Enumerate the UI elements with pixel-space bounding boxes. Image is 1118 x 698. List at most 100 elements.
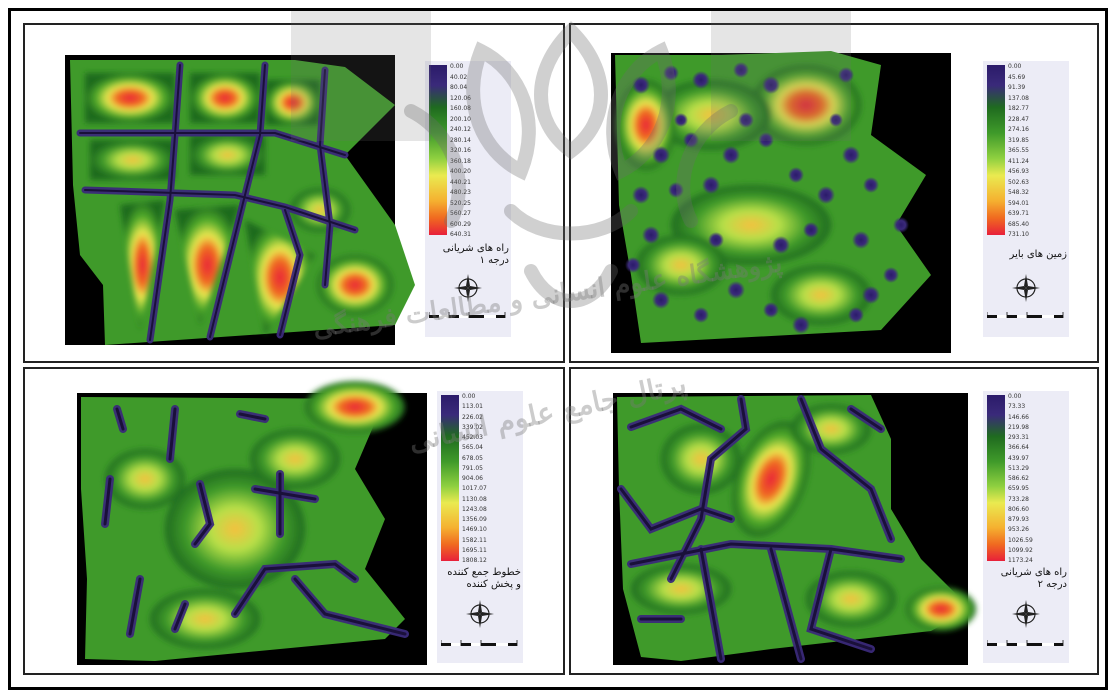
- legend-tick: 120.06: [450, 94, 471, 102]
- legend-tick: 226.02: [462, 413, 483, 421]
- compass-rose-icon: [1012, 600, 1040, 628]
- legend-tick: 678.05: [462, 454, 483, 462]
- legend-tick: 113.01: [462, 403, 483, 411]
- legend-tick: 411.24: [1008, 157, 1029, 165]
- legend-tick: 1808.12: [462, 557, 487, 564]
- legend-tick: 953.26: [1008, 526, 1029, 534]
- legend-tick: 1130.08: [462, 495, 487, 503]
- legend-title: زمین های بایر: [1009, 249, 1067, 260]
- compass-rose-icon: [466, 600, 494, 628]
- legend-tick: 293.31: [1008, 434, 1029, 441]
- legend-tick: 320.16: [450, 147, 471, 154]
- map-panel-collector-distributor: 0.00 113.01 226.02 339.02 452.03 565.04 …: [23, 367, 565, 675]
- legend-tick: 366.64: [1008, 444, 1029, 452]
- legend-tick: 40.02: [450, 73, 468, 81]
- legend-tick: 400.20: [450, 168, 471, 175]
- color-ramp: [987, 395, 1005, 561]
- map-legend: 0.00 40.02 80.04 120.06 160.08 200.10 24…: [425, 61, 511, 337]
- legend-tick: 80.04: [450, 84, 468, 91]
- legend-tick: 480.23: [450, 189, 471, 196]
- legend-tick: 513.29: [1008, 464, 1029, 472]
- map-panel-arterial-1: 0.00 40.02 80.04 120.06 160.08 200.10 24…: [23, 23, 565, 363]
- scale-bar: [987, 312, 1064, 318]
- legend-tick: 594.01: [1008, 199, 1029, 207]
- map-panel-vacant-land: 0.00 45.69 91.39 137.08 182.77 228.47 27…: [569, 23, 1099, 363]
- legend-tick: 600.29: [450, 220, 471, 228]
- legend-tick: 502.63: [1008, 178, 1029, 186]
- map-legend: 0.00 113.01 226.02 339.02 452.03 565.04 …: [437, 391, 523, 663]
- legend-tick: 733.28: [1008, 495, 1029, 503]
- legend-tick: 1017.07: [462, 485, 487, 493]
- legend-tick: 365.55: [1008, 147, 1029, 154]
- legend-tick: 791.05: [462, 464, 483, 472]
- legend-ticks: 0.00 113.01 226.02 339.02 452.03 565.04 …: [462, 394, 487, 564]
- legend-tick: 0.00: [1008, 63, 1022, 70]
- legend-tick: 319.85: [1008, 136, 1029, 144]
- legend-tick: 565.04: [462, 444, 483, 452]
- legend-tick: 440.21: [450, 178, 471, 186]
- legend-tick: 280.14: [450, 136, 471, 144]
- compass-rose-icon: [1012, 274, 1040, 302]
- map-legend: 0.00 45.69 91.39 137.08 182.77 228.47 27…: [983, 61, 1069, 337]
- map-figure: 0.00 40.02 80.04 120.06 160.08 200.10 24…: [8, 8, 1108, 690]
- legend-tick: 548.32: [1008, 189, 1029, 196]
- legend-tick: 160.08: [450, 105, 471, 112]
- legend-tick: 0.00: [450, 63, 464, 70]
- legend-tick: 904.06: [462, 475, 483, 482]
- legend-tick: 182.77: [1008, 105, 1029, 112]
- legend-ticks: 0.00 45.69 91.39 137.08 182.77 228.47 27…: [1008, 64, 1029, 238]
- legend-tick: 360.18: [450, 157, 471, 165]
- legend-tick: 1469.10: [462, 526, 487, 534]
- legend-tick: 1356.09: [462, 516, 487, 523]
- legend-tick: 274.16: [1008, 126, 1029, 133]
- legend-ticks: 0.00 40.02 80.04 120.06 160.08 200.10 24…: [450, 64, 471, 238]
- legend-tick: 45.69: [1008, 73, 1026, 81]
- legend-tick: 1582.11: [462, 536, 487, 544]
- legend-tick: 240.12: [450, 126, 471, 133]
- legend-tick: 219.98: [1008, 423, 1029, 431]
- legend-tick: 685.40: [1008, 220, 1029, 228]
- legend-tick: 1695.11: [462, 546, 487, 554]
- legend-tick: 91.39: [1008, 84, 1026, 91]
- legend-tick: 806.60: [1008, 505, 1029, 513]
- raster-map-collector-distributor: [77, 381, 427, 665]
- legend-tick: 137.08: [1008, 94, 1029, 102]
- legend-tick: 228.47: [1008, 115, 1029, 123]
- legend-tick: 1099.92: [1008, 546, 1033, 554]
- legend-tick: 560.27: [450, 210, 471, 217]
- scale-bar: [429, 312, 506, 318]
- color-ramp: [441, 395, 459, 561]
- legend-tick: 200.10: [450, 115, 471, 123]
- raster-map-arterial-1: [65, 55, 415, 345]
- map-panel-arterial-2: 0.00 73.33 146.66 219.98 293.31 366.64 4…: [569, 367, 1099, 675]
- raster-map-arterial-2: [613, 393, 976, 665]
- legend-tick: 73.33: [1008, 403, 1026, 411]
- legend-tick: 439.97: [1008, 454, 1029, 462]
- map-legend: 0.00 73.33 146.66 219.98 293.31 366.64 4…: [983, 391, 1069, 663]
- legend-tick: 146.66: [1008, 413, 1029, 421]
- legend-tick: 1173.24: [1008, 557, 1033, 564]
- scale-bar: [441, 640, 518, 646]
- legend-tick: 520.25: [450, 199, 471, 207]
- legend-tick: 639.71: [1008, 210, 1029, 217]
- legend-tick: 452.03: [462, 434, 483, 441]
- legend-tick: 1243.08: [462, 505, 487, 513]
- legend-tick: 586.62: [1008, 475, 1029, 482]
- legend-tick: 0.00: [462, 393, 476, 400]
- legend-tick: 1026.59: [1008, 536, 1033, 544]
- legend-title: خطوط جمع کننده و پخش کننده: [447, 567, 521, 590]
- legend-title: راه های شریانی درجه ۱: [442, 243, 509, 266]
- legend-tick: 659.95: [1008, 485, 1029, 493]
- color-ramp: [987, 65, 1005, 235]
- legend-tick: 339.02: [462, 423, 483, 431]
- compass-rose-icon: [454, 274, 482, 302]
- legend-tick: 731.10: [1008, 231, 1029, 238]
- legend-ticks: 0.00 73.33 146.66 219.98 293.31 366.64 4…: [1008, 394, 1033, 564]
- scale-bar: [987, 640, 1064, 646]
- legend-tick: 640.31: [450, 231, 471, 238]
- legend-tick: 0.00: [1008, 393, 1022, 400]
- legend-tick: 456.93: [1008, 168, 1029, 175]
- legend-tick: 879.93: [1008, 516, 1029, 523]
- color-ramp: [429, 65, 447, 235]
- raster-map-vacant-land: [611, 51, 951, 353]
